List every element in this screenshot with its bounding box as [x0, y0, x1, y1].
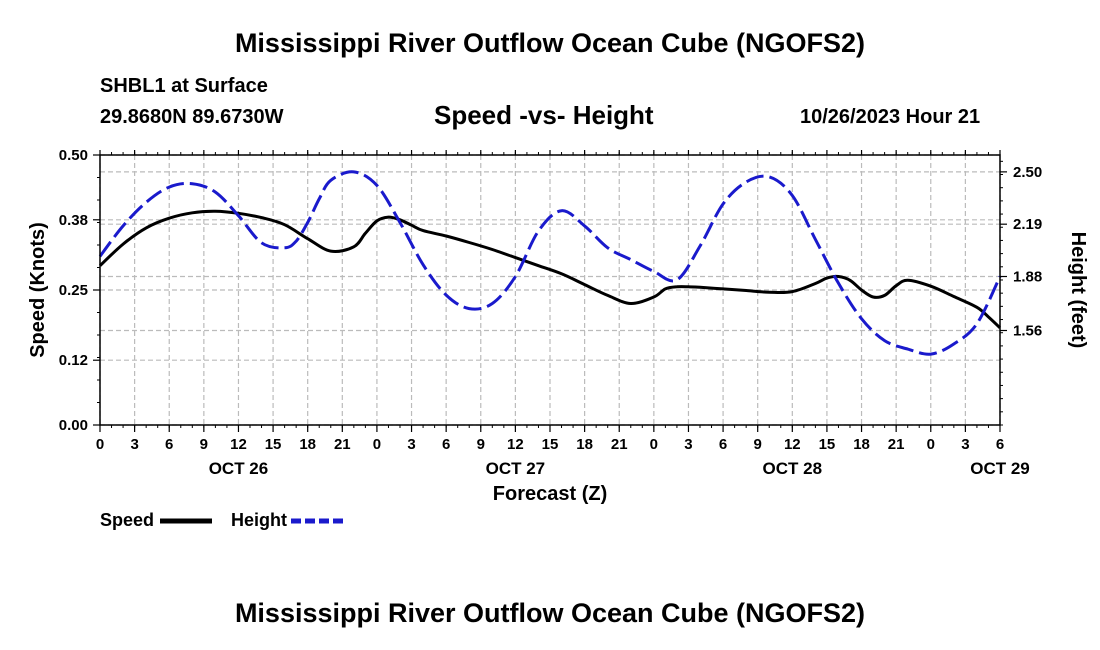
y-tick-label: 0.38 — [59, 212, 88, 229]
x-day-label: OCT 29 — [970, 459, 1030, 478]
legend: Speed Height — [100, 510, 343, 530]
forecast-datetime: 10/26/2023 Hour 21 — [800, 106, 981, 128]
y-tick-label: 0.00 — [59, 417, 88, 434]
y2-tick-label: 2.19 — [1013, 216, 1042, 233]
grid-lines — [99, 154, 1001, 426]
x-tick-label: 12 — [230, 436, 247, 453]
x-tick-label: 9 — [754, 436, 762, 453]
x-tick-label: 12 — [507, 436, 524, 453]
x-tick-label: 0 — [373, 436, 381, 453]
coordinates-label: 29.8680N 89.6730W — [100, 106, 284, 128]
series-lines — [98, 170, 1002, 356]
y2-tick-label: 1.88 — [1013, 269, 1042, 286]
x-tick-label: 3 — [684, 436, 692, 453]
y2-tick-label: 2.50 — [1013, 164, 1042, 181]
x-tick-label: 18 — [576, 436, 593, 453]
y2-tick-label: 1.56 — [1013, 323, 1042, 340]
x-tick-label: 6 — [719, 436, 727, 453]
x-tick-label: 6 — [165, 436, 173, 453]
x-tick-label: 15 — [819, 436, 836, 453]
y2-axis-label: Height (feet) — [1067, 232, 1089, 349]
legend-speed-label: Speed — [100, 510, 154, 530]
x-tick-label: 21 — [334, 436, 351, 453]
height-series-line — [98, 170, 1002, 356]
x-tick-label: 9 — [200, 436, 208, 453]
footer-title: Mississippi River Outflow Ocean Cube (NG… — [234, 598, 866, 628]
x-tick-label: 3 — [407, 436, 415, 453]
x-tick-label: 21 — [888, 436, 905, 453]
legend-height-label: Height — [231, 510, 287, 530]
main-title: Mississippi River Outflow Ocean Cube (NG… — [234, 28, 866, 58]
x-axis-label: Forecast (Z) — [493, 483, 607, 505]
x-day-label: OCT 26 — [209, 459, 269, 478]
x-day-label: OCT 27 — [486, 459, 546, 478]
x-tick-label: 18 — [299, 436, 316, 453]
x-tick-label: 6 — [996, 436, 1004, 453]
y-tick-label: 0.50 — [59, 147, 88, 164]
x-tick-label: 15 — [265, 436, 282, 453]
y-tick-label: 0.25 — [59, 282, 88, 299]
x-tick-label: 3 — [130, 436, 138, 453]
y-tick-label: 0.12 — [59, 352, 88, 369]
chart-subtitle: Speed -vs- Height — [434, 100, 654, 130]
x-tick-label: 15 — [542, 436, 559, 453]
speed-series-line — [98, 209, 1002, 329]
x-tick-label: 0 — [96, 436, 104, 453]
x-tick-label: 6 — [442, 436, 450, 453]
x-day-label: OCT 28 — [763, 459, 823, 478]
y-axis-label: Speed (Knots) — [27, 222, 49, 358]
x-tick-label: 0 — [650, 436, 658, 453]
station-label: SHBL1 at Surface — [100, 75, 268, 97]
x-tick-label: 0 — [927, 436, 935, 453]
x-tick-label: 18 — [853, 436, 870, 453]
x-tick-label: 21 — [611, 436, 628, 453]
x-tick-label: 3 — [961, 436, 969, 453]
axis-ticks: 0 3 6 9 12 15 18 21 0 3 6 9 12 15 18 21 0 3 6 9 12 15 18 21 0 3 6 O… — [59, 147, 1042, 478]
x-tick-label: 12 — [784, 436, 801, 453]
x-tick-label: 9 — [477, 436, 485, 453]
